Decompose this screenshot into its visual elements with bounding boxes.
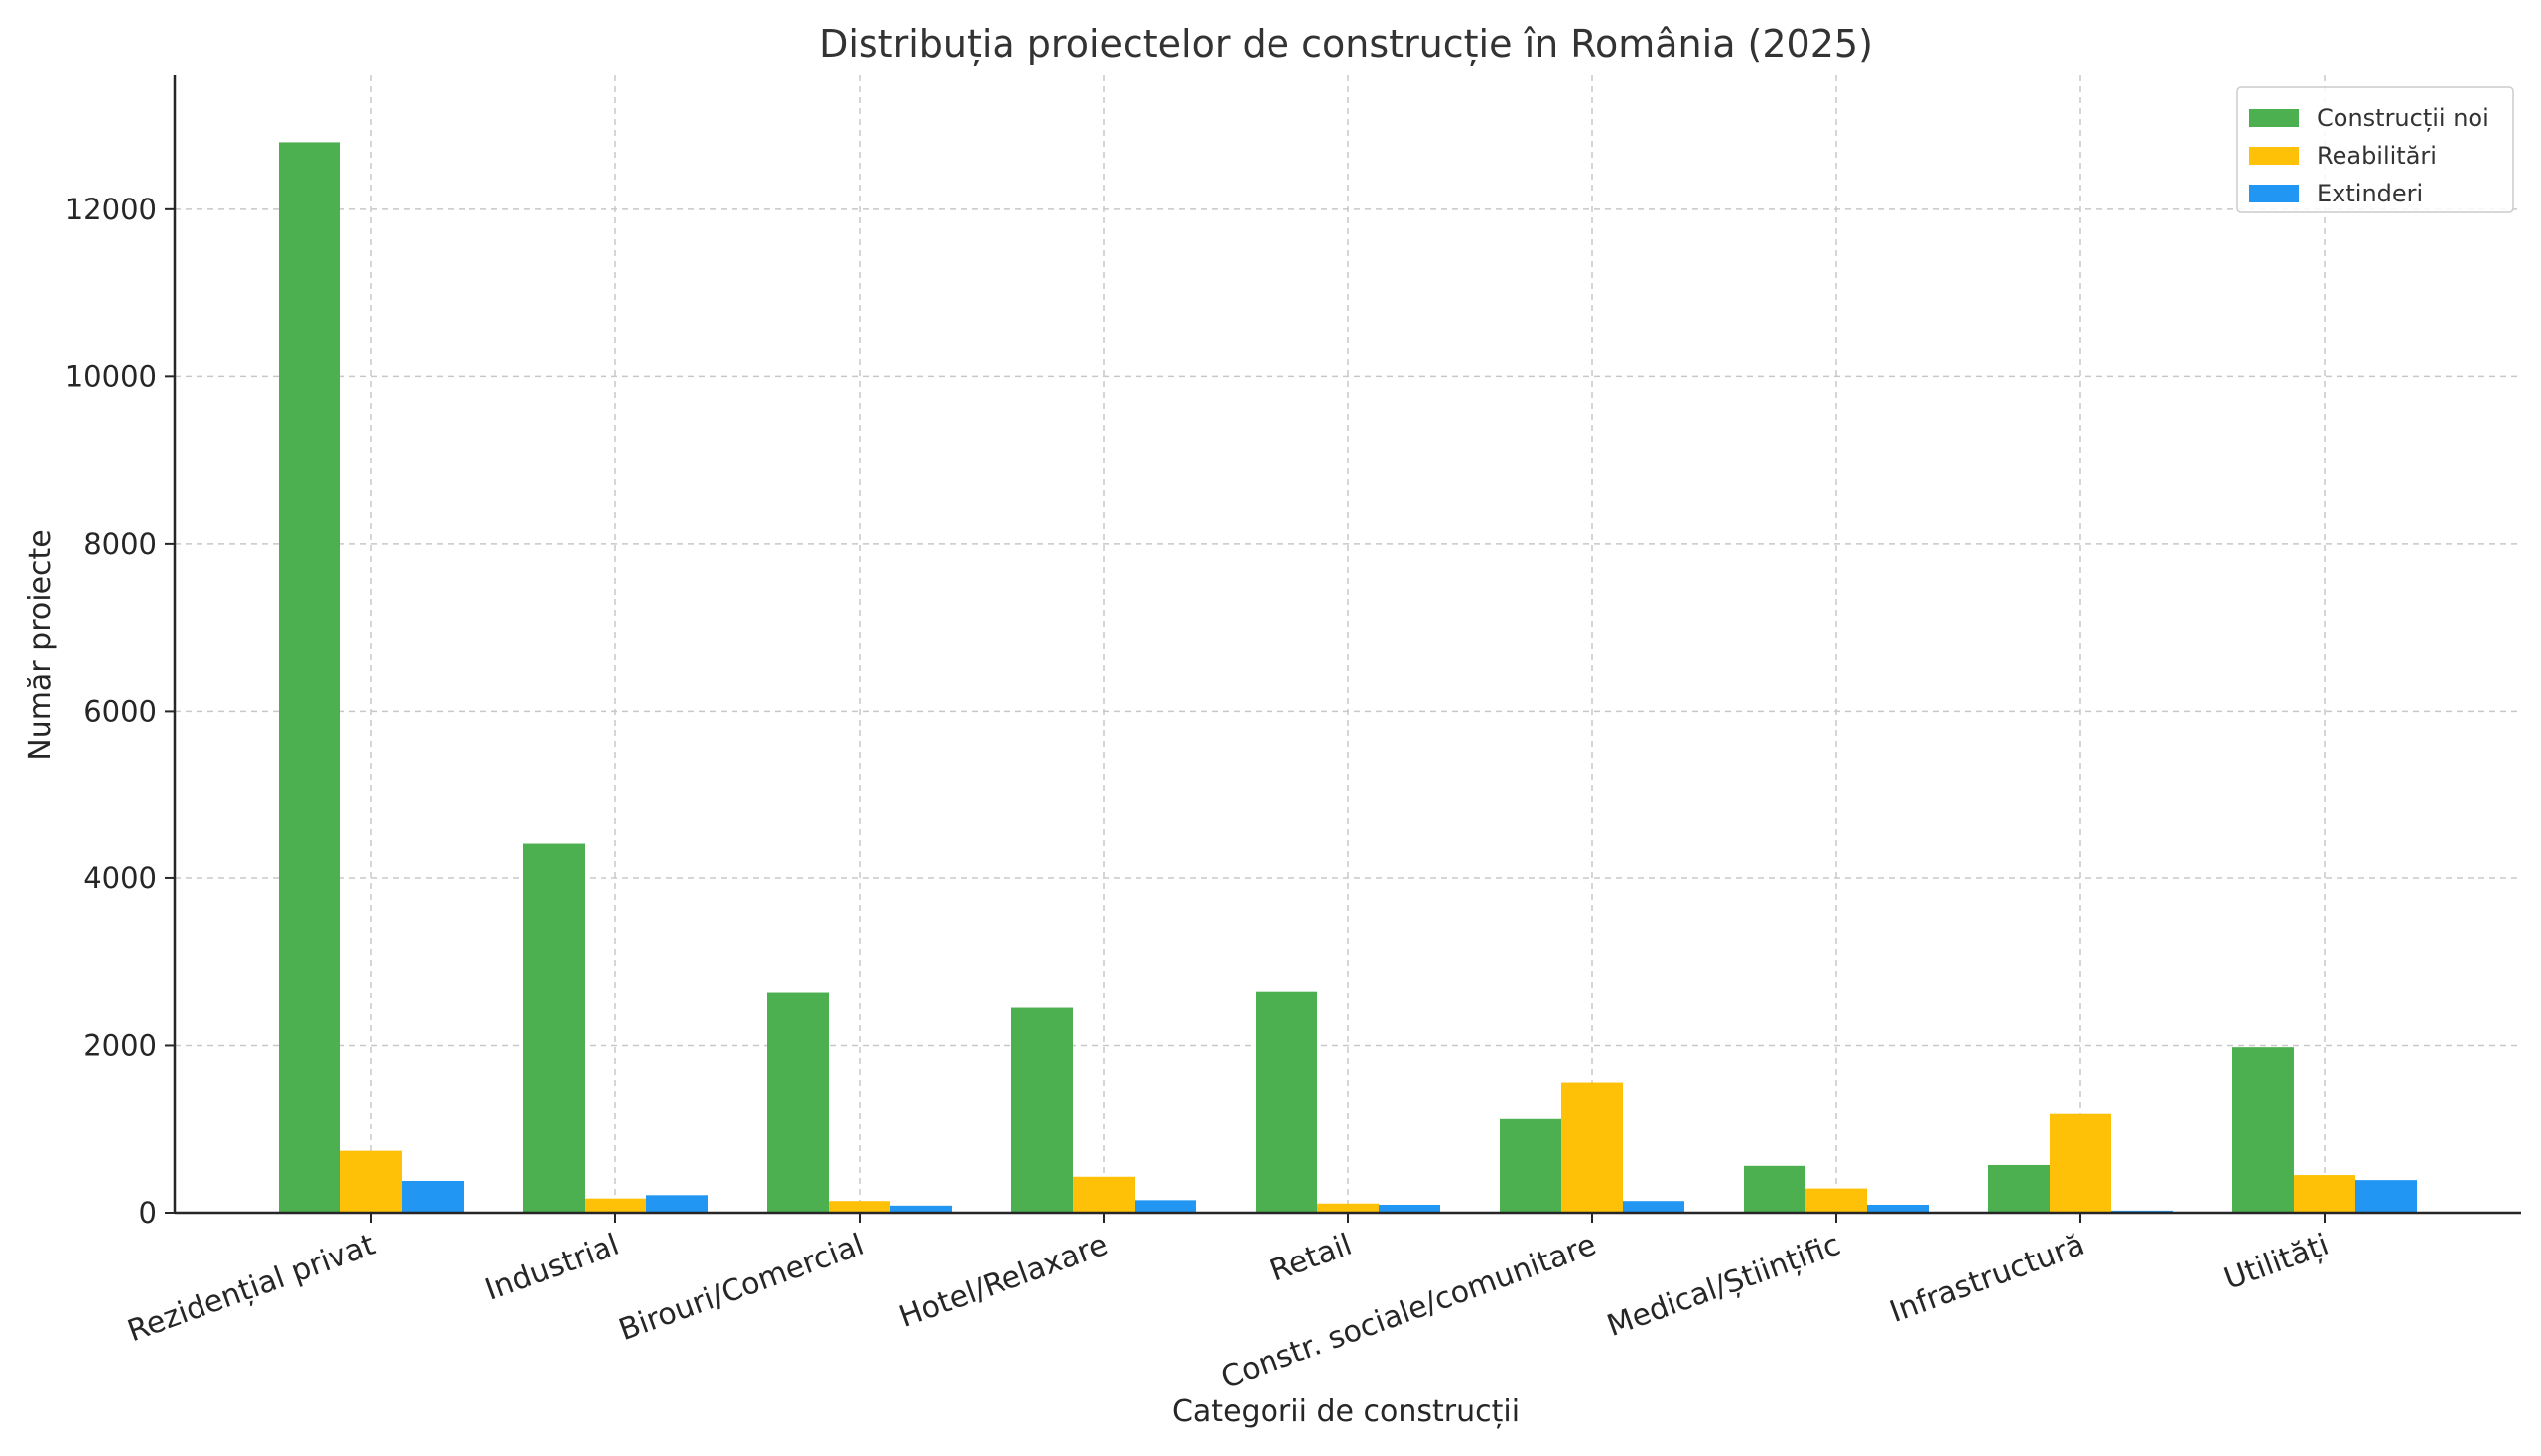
category-label: Rezidențial privat	[123, 1228, 380, 1350]
bar-2-9	[2294, 1175, 2355, 1213]
axes	[165, 75, 2521, 1223]
legend-swatch-3	[2249, 185, 2299, 202]
bar-2-1	[340, 1150, 402, 1213]
bar-1-6	[1500, 1118, 1561, 1213]
legend-swatch-2	[2249, 147, 2299, 165]
y-tick-label: 12000	[66, 193, 157, 226]
bar-1-3	[767, 992, 829, 1213]
bar-3-9	[2355, 1180, 2417, 1213]
bar-1-5	[1256, 991, 1317, 1213]
bar-1-1	[279, 142, 340, 1214]
bar-3-4	[1135, 1200, 1196, 1213]
bar-2-3	[829, 1201, 890, 1213]
bar-2-4	[1073, 1176, 1135, 1213]
y-tick-label: 4000	[83, 861, 157, 895]
bar-2-7	[1805, 1188, 1867, 1213]
category-label: Hotel/Relaxare	[895, 1228, 1113, 1335]
bar-1-7	[1744, 1165, 1805, 1213]
y-tick-label: 10000	[66, 359, 157, 393]
bar-3-6	[1623, 1201, 1684, 1213]
bar-1-8	[1988, 1164, 2050, 1213]
bar-2-5	[1317, 1203, 1379, 1213]
bar-3-2	[646, 1195, 708, 1213]
bar-2-2	[585, 1198, 646, 1213]
y-tick-label: 0	[139, 1196, 157, 1230]
legend-label-2: Reabilitări	[2317, 142, 2437, 170]
legend-label-3: Extinderi	[2317, 180, 2423, 207]
legend: Construcții noi Reabilitări Extinderi	[2236, 86, 2514, 213]
legend-label-1: Construcții noi	[2317, 104, 2489, 132]
category-labels: Rezidențial privat IndustrialBirouri/Come…	[123, 1228, 2334, 1395]
tick-labels: 0 2000 4000 6000 8000 10000 12000	[66, 193, 157, 1230]
grid-lines	[175, 75, 2521, 1214]
bar-1-2	[523, 843, 585, 1213]
category-label: Utilități	[2219, 1228, 2333, 1297]
bar-2-8	[2050, 1113, 2111, 1213]
category-label: Retail	[1266, 1228, 1357, 1289]
bar-3-5	[1379, 1204, 1440, 1213]
y-tick-label: 8000	[83, 527, 157, 561]
bar-3-3	[890, 1205, 952, 1213]
category-label: Industrial	[481, 1228, 624, 1308]
bar-3-1	[402, 1180, 464, 1213]
x-axis-label: Categorii de construcții	[1172, 1394, 1520, 1429]
bar-1-4	[1011, 1007, 1073, 1213]
bar-2-6	[1561, 1082, 1623, 1213]
y-axis-label: Număr proiecte	[23, 529, 58, 761]
bars	[279, 142, 2417, 1214]
y-tick-label: 2000	[83, 1028, 157, 1062]
legend-swatch-1	[2249, 109, 2299, 127]
category-label: Birouri/Comercial	[614, 1228, 868, 1348]
chart-title: Distribuția proiectelor de construcție î…	[819, 22, 1873, 66]
bar-3-7	[1867, 1204, 1929, 1213]
bar-1-9	[2232, 1047, 2294, 1213]
category-label: Medical/Științific	[1603, 1228, 1845, 1344]
legend-box	[2236, 86, 2514, 213]
y-tick-label: 6000	[83, 694, 157, 728]
category-label: Infrastructură	[1885, 1228, 2088, 1330]
